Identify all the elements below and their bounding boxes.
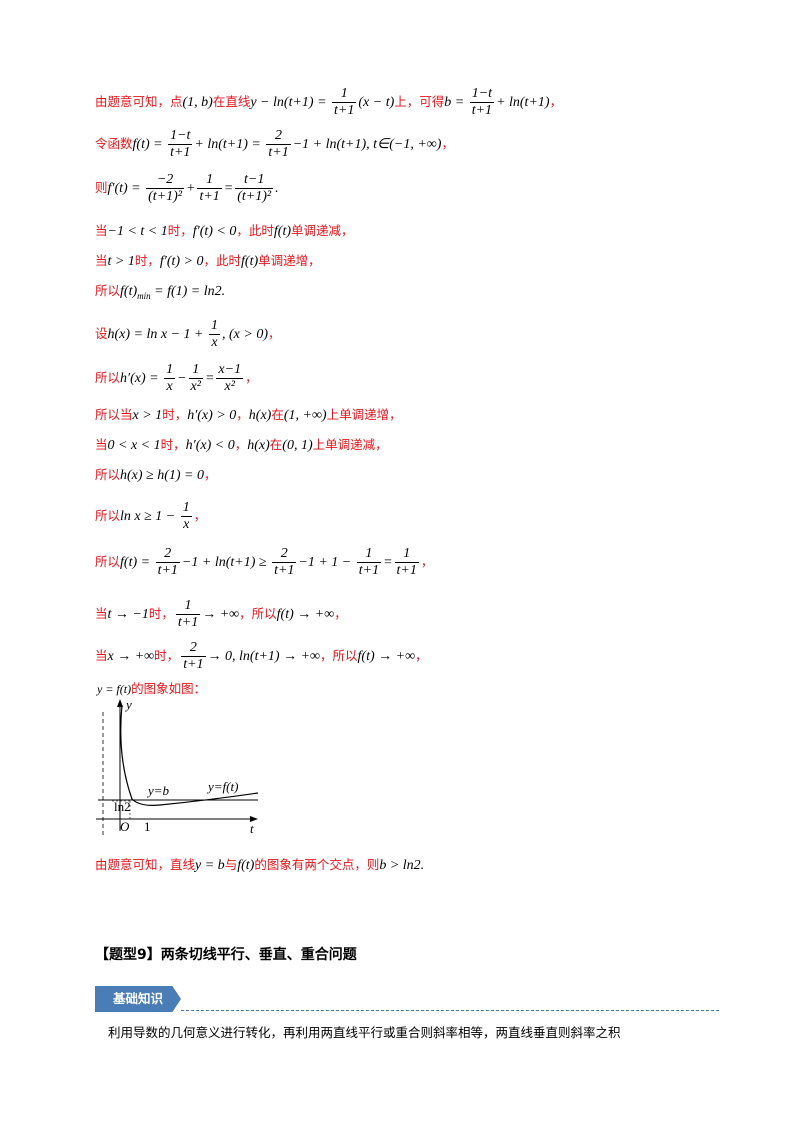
solution-line-15: 当x → +∞时， 2 t+1 → 0, ln(t+1) → +∞，所以f(t) → … xyxy=(95,640,428,672)
t-axis-label: t xyxy=(250,821,254,836)
function-graph: y t O 1 ln2 y=b y=f(t) xyxy=(96,697,259,836)
solution-line-12: 所以ln x ≥ 1 − 1 x， xyxy=(95,500,207,532)
solution-line-10: 当0 < x < 1时，h′(x) < 0，h(x)在(0, 1)上单调递减， xyxy=(95,437,388,453)
y-axis-label: y xyxy=(124,697,132,712)
solution-line-4: 当−1 < t < 1时，f′(t) < 0，此时f(t)单调递减， xyxy=(95,223,354,239)
knowledge-body: 利用导数的几何意义进行转化，再利用两直线平行或重合则斜率相等，两直线垂直则斜率之… xyxy=(108,1025,621,1040)
badge-dashed-divider xyxy=(181,1010,719,1011)
section-title: 【题型9】两条切线平行、垂直、重合问题 xyxy=(95,947,357,963)
solution-line-1: 由题意可知，点(1, b)在直线y − ln(t+1) = 1 t+1 (x − t… xyxy=(95,86,563,118)
t-axis-arrow xyxy=(250,816,258,822)
curve-label: y=f(t) xyxy=(206,779,238,794)
ln2-label: ln2 xyxy=(114,799,131,814)
one-label: 1 xyxy=(144,819,151,834)
solution-line-13: 所以f(t) = 2 t+1 −1 + ln(t+1) ≥ 2 t+1 −1 + 1 −… xyxy=(95,546,434,578)
curve-f xyxy=(120,704,259,806)
solution-line-9: 所以当x > 1时，h′(x) > 0，h(x)在(1, +∞)上单调递增， xyxy=(95,407,402,423)
knowledge-badge: 基础知识 xyxy=(95,986,181,1012)
line-b-label: y=b xyxy=(146,783,170,798)
solution-line-8: 所以h′(x) = 1 x −1 x² = x−1 x²， xyxy=(95,362,258,394)
solution-line-6: 所以f(t)min = f(1) = ln2. xyxy=(95,283,226,301)
graph-caption: y = f(t)的图象如图： xyxy=(97,681,207,696)
solution-line-5: 当t > 1时，f′(t) > 0，此时f(t)单调递增， xyxy=(95,253,321,269)
solution-line-3: 则f′(t) = −2 (t+1)² +1 t+1 = t−1 (t+1)². xyxy=(95,172,279,204)
solution-line-14: 当t → −1时， 1 t+1 → +∞，所以f(t) → +∞， xyxy=(95,598,347,630)
origin-label: O xyxy=(120,819,130,834)
solution-line-16: 由题意可知，直线y = b与f(t)的图象有两个交点，则b > ln2. xyxy=(95,857,425,873)
solution-line-11: 所以h(x) ≥ h(1) = 0， xyxy=(95,467,217,483)
solution-line-2: 令函数f(t) = 1−t t+1 + ln(t+1) = 2 t+1 −1 + ln(… xyxy=(95,128,454,160)
